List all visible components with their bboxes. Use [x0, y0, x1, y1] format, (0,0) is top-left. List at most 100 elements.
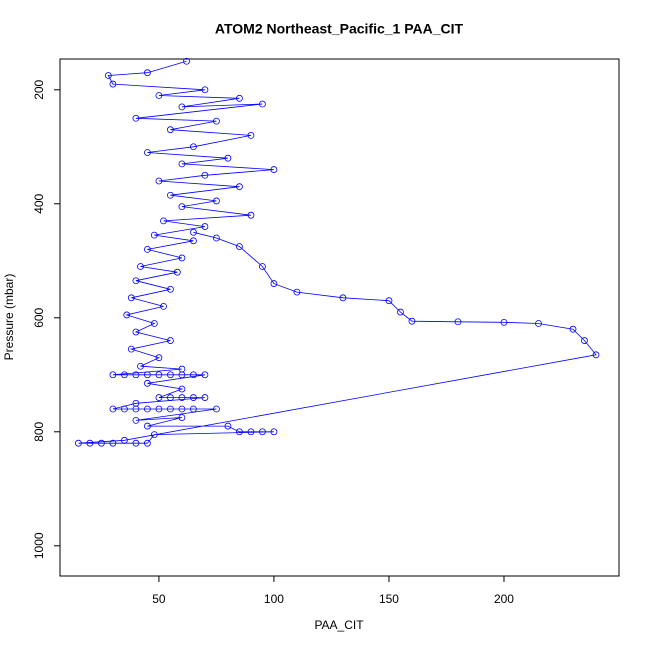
data-point: [144, 245, 151, 253]
data-point: [569, 325, 577, 333]
data-point: [213, 234, 220, 242]
x-tick-label: 200: [494, 592, 514, 606]
x-axis-label: PAA_CIT: [314, 618, 364, 632]
data-point: [224, 422, 232, 430]
data-point: [167, 394, 174, 401]
data-point: [144, 149, 151, 156]
data-point: [201, 394, 209, 401]
data-point: [247, 131, 255, 139]
data-point: [224, 154, 232, 162]
data-point: [190, 237, 197, 245]
data-point: [167, 126, 174, 134]
data-point: [454, 318, 462, 326]
data-point: [259, 100, 266, 108]
data-point: [183, 57, 190, 65]
data-point: [236, 183, 243, 191]
data-point: [178, 160, 186, 168]
data-point: [270, 280, 278, 287]
data-point: [213, 117, 220, 125]
data-point: [259, 428, 266, 436]
data-point: [167, 371, 174, 379]
data-point: [178, 394, 186, 401]
y-tick-label: 600: [32, 307, 46, 327]
data-point: [167, 191, 174, 199]
data-point: [408, 317, 416, 325]
data-point: [500, 318, 508, 326]
data-point: [385, 297, 393, 305]
data-point: [190, 405, 197, 413]
data-point: [132, 114, 140, 122]
data-point: [127, 345, 135, 353]
data-point: [155, 371, 163, 379]
x-tick-label: 100: [264, 592, 284, 606]
data-point: [155, 394, 163, 401]
data-point: [160, 217, 167, 225]
data-point: [592, 351, 600, 359]
data-point: [190, 394, 197, 401]
data-point: [121, 405, 128, 413]
data-point: [75, 439, 82, 447]
data-point: [178, 371, 186, 379]
data-point: [123, 311, 131, 319]
data-point: [160, 302, 167, 310]
chart-title: ATOM2 Northeast_Pacific_1 PAA_CIT: [215, 21, 464, 37]
data-point: [178, 103, 186, 111]
data-point: [132, 328, 140, 336]
y-tick-label: 800: [32, 421, 46, 441]
data-point: [150, 431, 158, 439]
y-tick-label: 400: [32, 193, 46, 213]
data-point: [397, 308, 404, 316]
data-point: [535, 320, 542, 327]
data-point: [121, 371, 128, 379]
data-point: [144, 422, 151, 430]
data-point: [213, 405, 220, 413]
data-point: [178, 254, 186, 262]
data-point: [270, 428, 278, 436]
data-point: [132, 371, 140, 379]
data-point: [132, 439, 140, 447]
data-point: [144, 405, 151, 413]
data-point: [201, 86, 209, 94]
data-point: [236, 243, 243, 250]
data-line: [78, 60, 597, 444]
data-point: [109, 80, 117, 88]
data-point: [137, 362, 144, 370]
y-axis-label: Pressure (mbar): [2, 274, 16, 361]
data-point: [144, 379, 151, 387]
data-point: [109, 405, 117, 413]
data-point: [109, 439, 117, 447]
data-point: [98, 439, 105, 447]
data-point: [236, 428, 243, 436]
data-point: [201, 371, 209, 379]
data-point: [167, 285, 174, 293]
data-point: [155, 177, 163, 185]
data-point: [127, 294, 135, 302]
data-point: [190, 371, 197, 379]
data-point: [104, 72, 112, 79]
data-point: [132, 405, 140, 413]
data-point: [581, 337, 588, 344]
data-point: [144, 69, 151, 77]
data-point: [173, 268, 181, 276]
x-tick-label: 50: [152, 592, 166, 606]
data-point: [190, 228, 197, 236]
data-point: [201, 171, 209, 179]
data-point: [144, 371, 151, 379]
data-point: [201, 223, 209, 230]
data-point: [247, 428, 255, 436]
data-point: [167, 337, 174, 344]
data-point: [155, 92, 163, 99]
data-point: [178, 414, 186, 421]
data-point: [109, 371, 117, 379]
data-point: [144, 439, 151, 447]
y-tick-label: 1000: [32, 532, 46, 559]
data-point: [121, 436, 128, 444]
data-point: [150, 320, 158, 327]
y-tick-label: 200: [32, 79, 46, 99]
data-point: [137, 263, 144, 270]
data-point: [339, 294, 347, 302]
data-point: [86, 439, 94, 447]
data-point: [178, 405, 186, 413]
